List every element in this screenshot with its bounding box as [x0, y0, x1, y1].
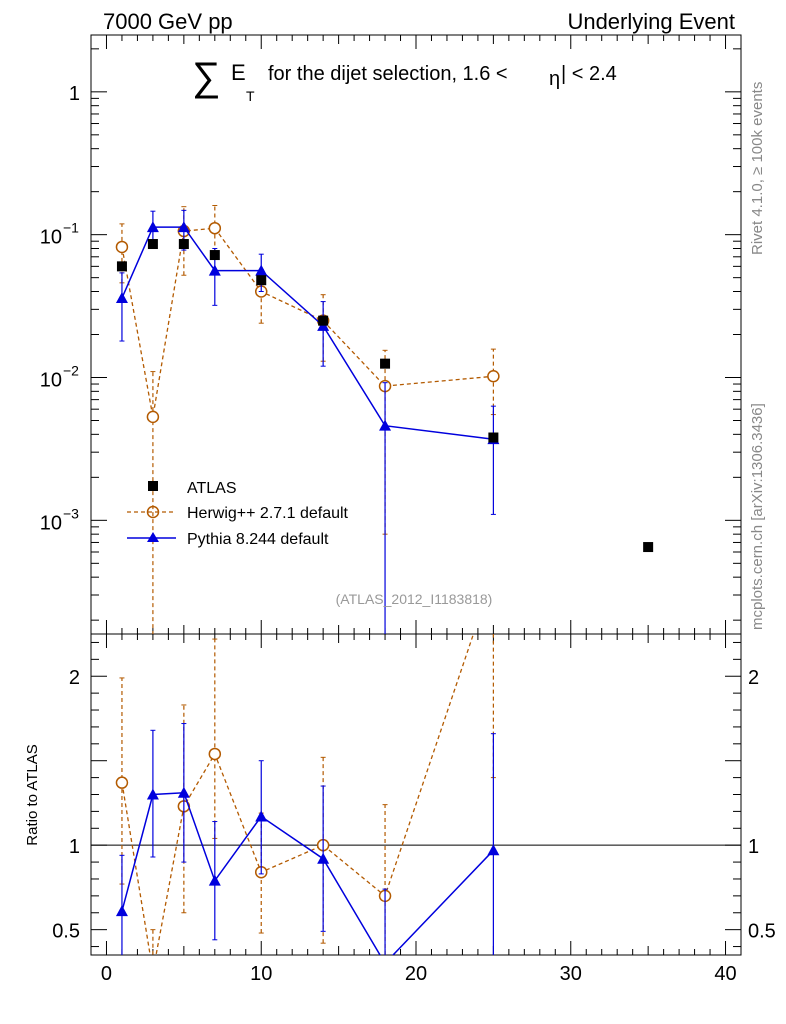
header-right: Underlying Event: [567, 9, 735, 34]
title-end: | < 2.4: [561, 63, 617, 85]
ratio-y-tick-label: 1: [69, 836, 80, 858]
ratio-y-tick-label: 2: [69, 667, 80, 689]
y-tick-label-exp: −3: [63, 505, 79, 521]
herwig-point: [208, 221, 222, 235]
pythia-point: [146, 221, 159, 233]
x-tick-label: 30: [560, 963, 582, 985]
pythia-point: [115, 292, 128, 304]
atlas-point: [209, 250, 220, 261]
pythia-ratio-point: [487, 844, 500, 856]
legend-atlas-label: ATLAS: [187, 480, 237, 497]
ratio-panel-marks: [115, 569, 500, 977]
analysis-tag: (ATLAS_2012_I1183818): [336, 591, 493, 607]
pythia-ratio-point: [379, 957, 391, 968]
legend-herwig-label: Herwig++ 2.7.1 default: [187, 505, 349, 522]
atlas-point: [643, 542, 654, 553]
herwig-ratio-point: [488, 569, 499, 580]
x-tick-label: 0: [101, 963, 112, 985]
pythia-ratio-point: [115, 905, 128, 917]
title-eta: η: [549, 68, 560, 90]
atlas-point: [380, 358, 391, 369]
x-tick-label: 20: [405, 963, 427, 985]
pythia-point: [255, 264, 268, 276]
ratio-y-tick-label: 0.5: [52, 921, 80, 943]
herwig-point: [487, 370, 500, 383]
pythia-point: [177, 221, 190, 233]
y-tick-label-base: 10: [40, 512, 62, 534]
mcplots-label: mcplots.cern.ch [arXiv:1306.3436]: [749, 403, 766, 630]
legend: ATLAS Herwig++ 2.7.1 default Pythia 8.24…: [127, 480, 349, 548]
rivet-version-label: Rivet 4.1.0, ≥ 100k events: [749, 82, 766, 255]
data-marks: [115, 205, 654, 977]
plot-title: ∑ E T for the dijet selection, 1.6 < η |…: [192, 55, 617, 104]
legend-pythia-label: Pythia 8.244 default: [187, 531, 329, 548]
herwig-ratio-point: [147, 966, 158, 977]
herwig-point: [146, 410, 160, 424]
atlas-point: [318, 315, 329, 326]
pythia-ratio-point: [255, 810, 268, 822]
ratio-y-tick-label-right: 0.5: [748, 921, 776, 943]
ratio-panel-frame: [90, 633, 742, 956]
atlas-point: [488, 432, 499, 443]
herwig-ratio-point: [115, 776, 129, 789]
title-subscript: T: [246, 88, 255, 104]
atlas-point: [116, 261, 127, 272]
pythia-line: [121, 226, 494, 440]
ratio-y-tick-label-right: 2: [748, 667, 759, 689]
pythia-ratio-line: [121, 792, 494, 955]
atlas-point: [256, 275, 267, 286]
herwig-ratio-point: [208, 747, 222, 761]
pythia-ratio-point: [146, 788, 159, 800]
legend-pythia-marker: [147, 532, 159, 542]
x-tick-label: 40: [714, 963, 736, 985]
pythia-ratio-point: [208, 874, 221, 886]
atlas-point: [178, 239, 189, 250]
pythia-point: [379, 419, 392, 431]
y-tick-label-base: 10: [40, 369, 62, 391]
herwig-line: [121, 227, 494, 418]
atlas-point: [147, 239, 158, 250]
header-left: 7000 GeV pp: [103, 9, 233, 34]
pythia-point: [208, 264, 221, 276]
ratio-y-tick-label-right: 1: [748, 836, 759, 858]
top-panel-marks: [115, 205, 654, 634]
pythia-ratio-point: [317, 852, 330, 864]
axis-ticks: [91, 35, 741, 955]
herwig-ratio-line: [121, 634, 475, 955]
herwig-point: [115, 240, 129, 254]
y-tick-label-exp: −2: [63, 362, 79, 378]
legend-herwig-marker: [146, 505, 160, 519]
ratio-ylabel: Ratio to ATLAS: [24, 744, 41, 845]
y-tick-label: 1: [69, 83, 80, 105]
pythia-ratio-point: [177, 786, 190, 798]
y-tick-label-base: 10: [40, 227, 62, 249]
title-text: for the dijet selection, 1.6 <: [268, 63, 508, 85]
y-tick-label-exp: −1: [63, 220, 79, 236]
title-variable: E: [231, 60, 246, 85]
legend-atlas-marker: [148, 481, 158, 491]
sum-symbol: ∑: [192, 55, 221, 99]
x-tick-label: 10: [250, 963, 272, 985]
